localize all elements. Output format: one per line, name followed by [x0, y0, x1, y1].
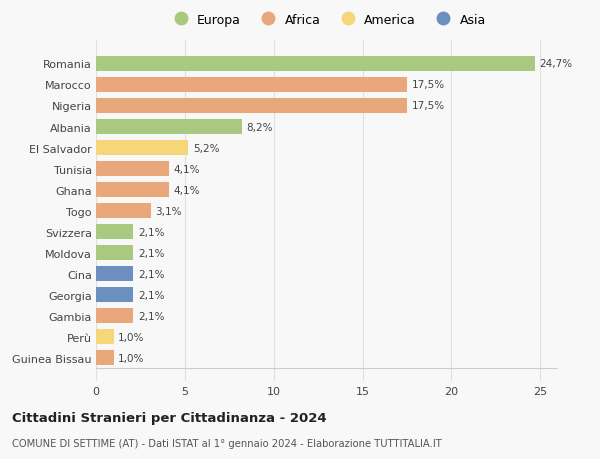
Legend: Europa, Africa, America, Asia: Europa, Africa, America, Asia [163, 9, 491, 32]
Text: 3,1%: 3,1% [155, 206, 182, 216]
Bar [96, 330, 114, 345]
Text: 2,1%: 2,1% [138, 290, 164, 300]
Bar [96, 308, 133, 324]
Bar [96, 267, 133, 282]
Text: 1,0%: 1,0% [118, 332, 145, 342]
Text: 1,0%: 1,0% [118, 353, 145, 363]
Text: 4,1%: 4,1% [173, 185, 200, 195]
Bar [96, 57, 535, 72]
Bar [96, 78, 407, 93]
Bar [96, 204, 151, 218]
Bar [96, 120, 242, 135]
Text: 24,7%: 24,7% [539, 59, 572, 69]
Text: 17,5%: 17,5% [412, 80, 445, 90]
Text: 5,2%: 5,2% [193, 143, 220, 153]
Text: 8,2%: 8,2% [246, 122, 272, 132]
Text: 2,1%: 2,1% [138, 269, 164, 279]
Bar [96, 162, 169, 177]
Bar [96, 246, 133, 261]
Bar [96, 140, 188, 156]
Bar [96, 287, 133, 302]
Text: COMUNE DI SETTIME (AT) - Dati ISTAT al 1° gennaio 2024 - Elaborazione TUTTITALIA: COMUNE DI SETTIME (AT) - Dati ISTAT al 1… [12, 438, 442, 448]
Bar [96, 183, 169, 198]
Text: 2,1%: 2,1% [138, 248, 164, 258]
Bar [96, 224, 133, 240]
Bar [96, 350, 114, 365]
Bar [96, 99, 407, 114]
Text: 2,1%: 2,1% [138, 227, 164, 237]
Text: Cittadini Stranieri per Cittadinanza - 2024: Cittadini Stranieri per Cittadinanza - 2… [12, 411, 326, 424]
Text: 2,1%: 2,1% [138, 311, 164, 321]
Text: 17,5%: 17,5% [412, 101, 445, 111]
Text: 4,1%: 4,1% [173, 164, 200, 174]
